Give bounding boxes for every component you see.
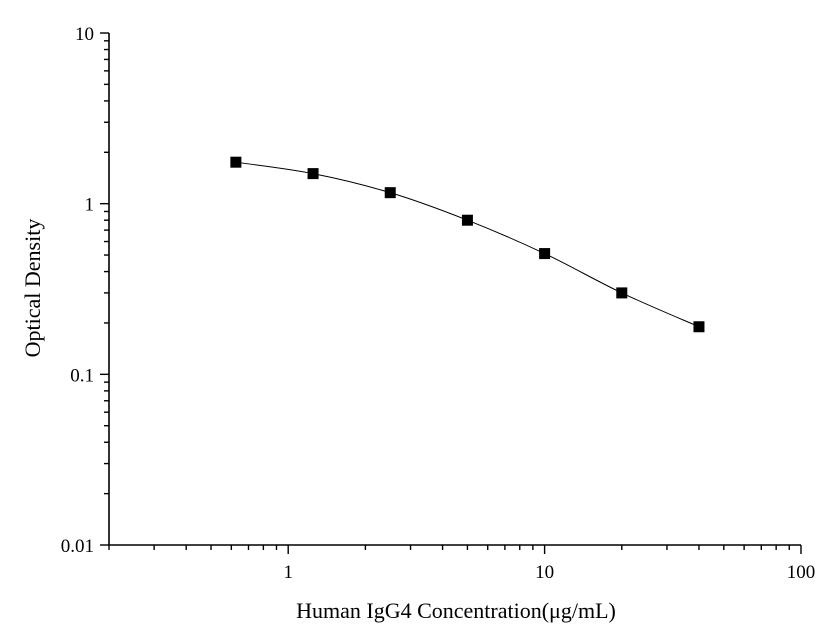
series-line [235, 161, 700, 328]
x-axis-title: Human IgG4 Concentration(μg/mL) [296, 598, 616, 623]
x-tick-labels: 1 10 100 [283, 562, 815, 583]
y-tick-label: 10 [75, 24, 94, 45]
data-points [230, 156, 705, 333]
data-point [693, 321, 705, 333]
x-tick-label: 1 [283, 562, 293, 583]
y-tick-label: 0.01 [61, 536, 94, 557]
y-tick-label: 1 [85, 195, 95, 216]
data-point [461, 214, 473, 226]
data-point [384, 187, 396, 199]
x-tick-label: 100 [787, 562, 816, 583]
y-ticks [100, 32, 109, 546]
data-point [230, 156, 242, 168]
data-point [307, 168, 319, 180]
axes [108, 33, 801, 546]
data-point [539, 248, 551, 260]
y-tick-labels: 0.01 0.1 1 10 [61, 24, 94, 557]
x-ticks [108, 545, 802, 554]
y-tick-label: 0.1 [70, 365, 94, 386]
data-point [616, 287, 628, 299]
y-axis-title: Optical Density [20, 219, 45, 358]
x-tick-label: 10 [535, 562, 554, 583]
